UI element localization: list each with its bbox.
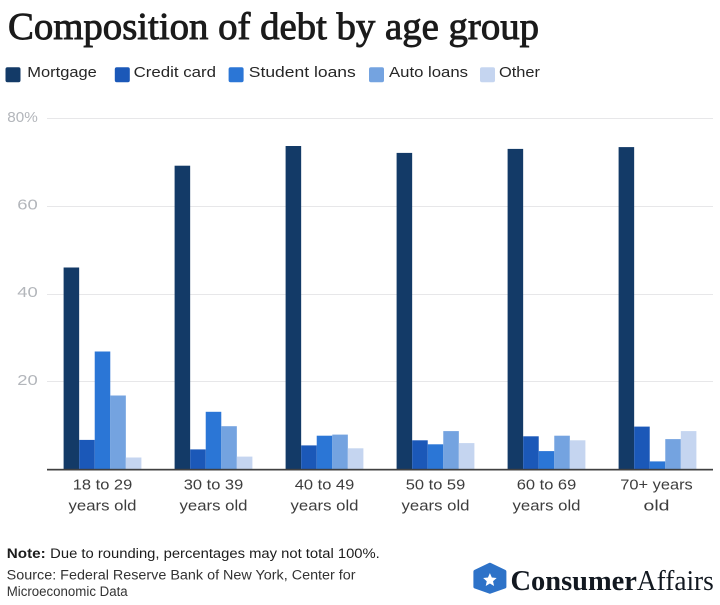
svg-text:years old: years old xyxy=(513,498,581,514)
svg-text:years old: years old xyxy=(69,498,137,514)
svg-text:60: 60 xyxy=(17,197,38,214)
svg-text:Credit card: Credit card xyxy=(134,64,216,81)
svg-text:Other: Other xyxy=(499,64,540,81)
svg-text:Note:Due to rounding, percenta: Note: Due to rounding, percentages may no… xyxy=(7,546,380,561)
svg-text:Microeconomic Data: Microeconomic Data xyxy=(7,584,128,599)
svg-text:Source: Federal Reserve Bank o: Source: Federal Reserve Bank of New York… xyxy=(7,567,356,582)
svg-text:years old: years old xyxy=(291,498,359,514)
svg-text:ConsumerAffairs: ConsumerAffairs xyxy=(511,566,714,597)
svg-text:40 to 49: 40 to 49 xyxy=(295,478,355,494)
svg-text:years old: years old xyxy=(180,498,248,514)
svg-text:Student loans: Student loans xyxy=(249,64,356,81)
svg-text:Mortgage: Mortgage xyxy=(27,64,97,81)
svg-text:old: old xyxy=(644,498,670,514)
svg-text:30 to 39: 30 to 39 xyxy=(184,478,244,494)
svg-text:Auto loans: Auto loans xyxy=(389,64,468,81)
svg-text:years old: years old xyxy=(402,498,470,514)
svg-text:60 to 69: 60 to 69 xyxy=(517,478,577,494)
svg-text:70+ years: 70+ years xyxy=(620,478,693,494)
svg-text:18 to 29: 18 to 29 xyxy=(73,478,133,494)
svg-text:40: 40 xyxy=(17,284,38,301)
svg-text:Composition of debt by age gro: Composition of debt by age group xyxy=(8,6,539,48)
svg-text:80%: 80% xyxy=(7,109,38,126)
svg-text:20: 20 xyxy=(17,372,38,389)
svg-text:50 to 59: 50 to 59 xyxy=(406,478,466,494)
